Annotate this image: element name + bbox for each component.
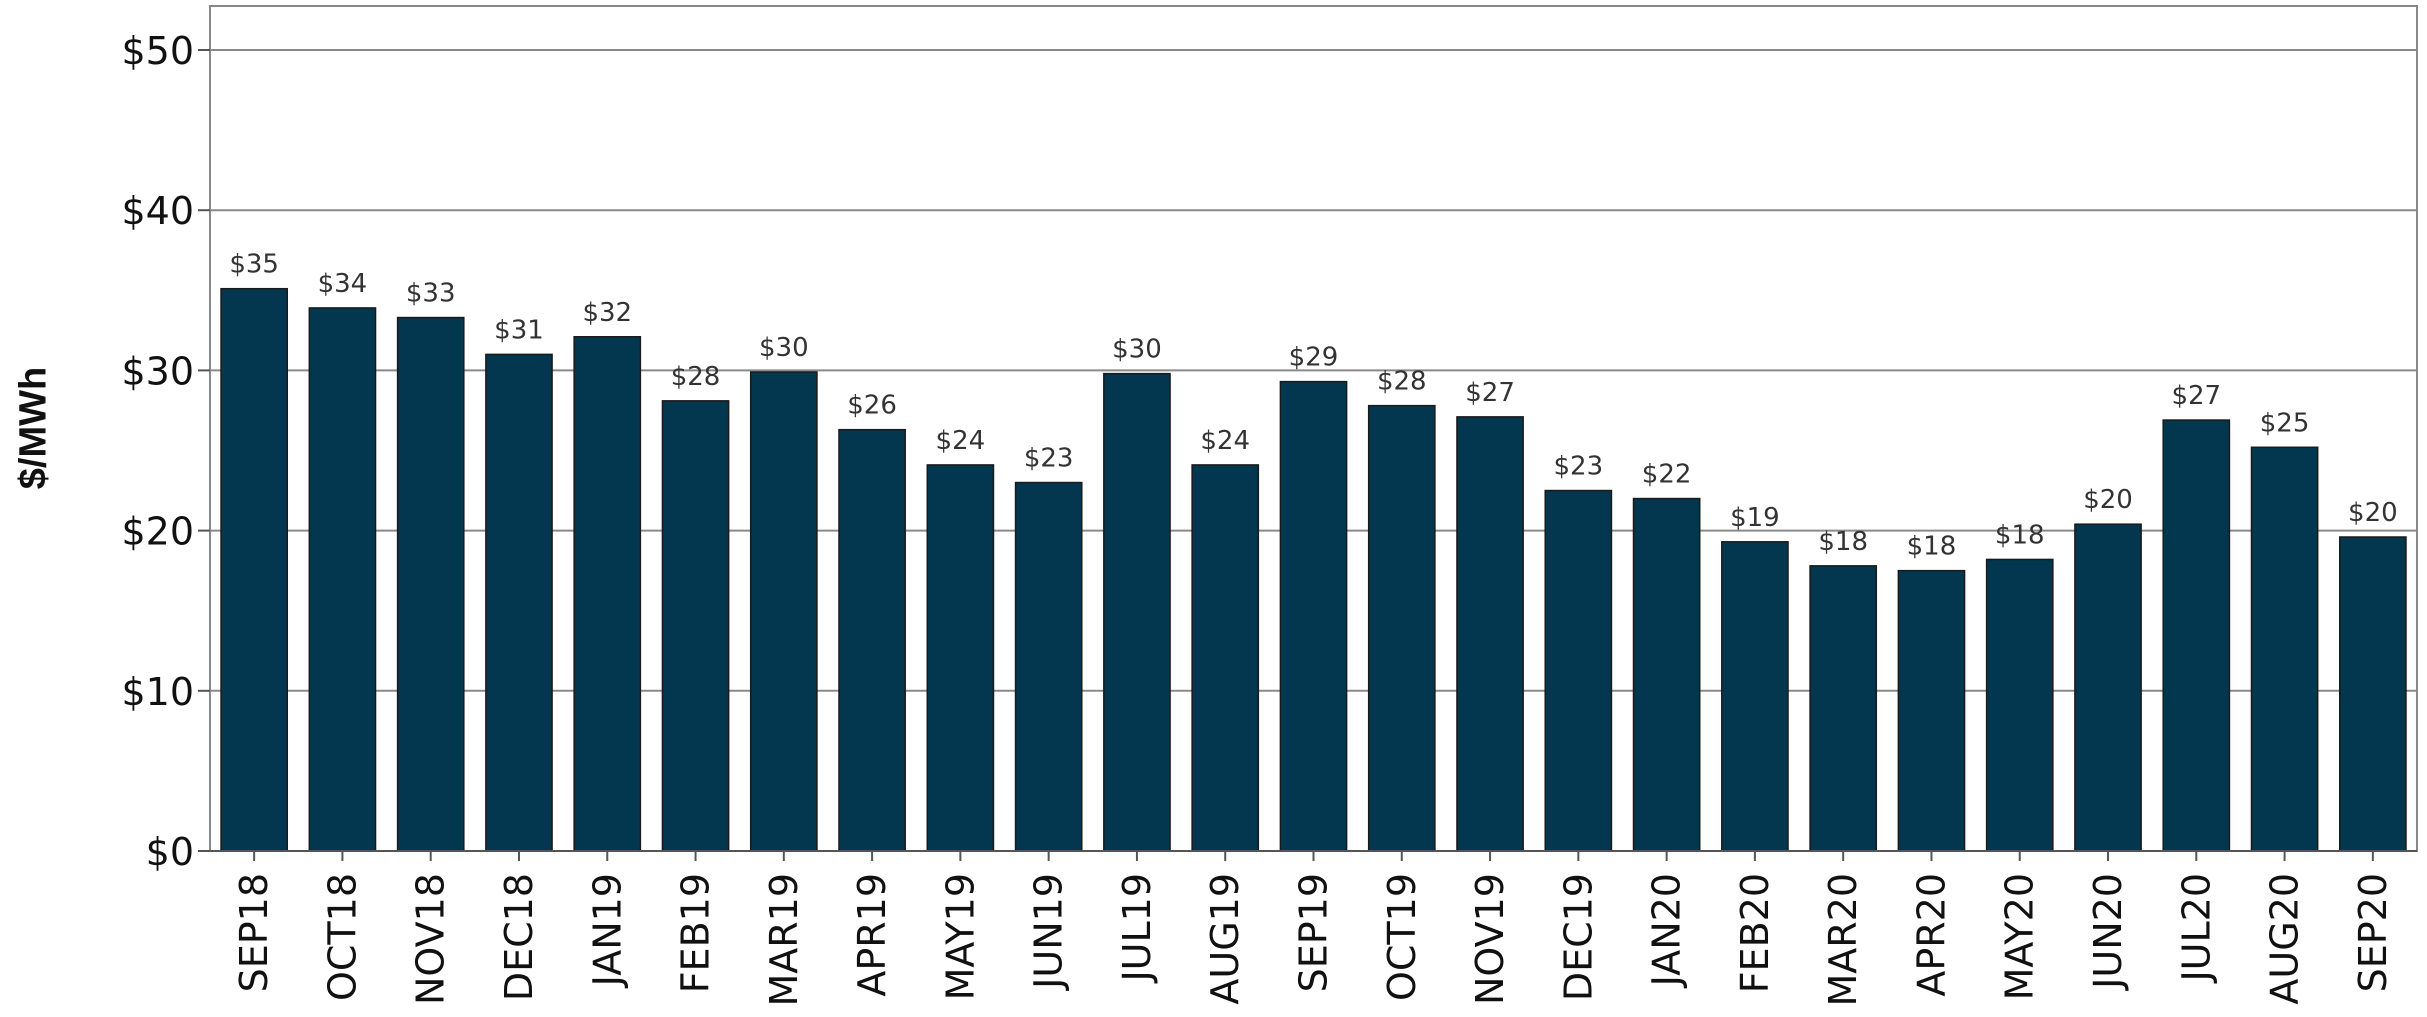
bar — [1367, 404, 1436, 852]
bar-value-label: $20 — [2348, 498, 2398, 528]
bar — [1721, 541, 1789, 852]
bar-value-label: $18 — [1818, 527, 1868, 557]
x-tick-label: OCT18 — [320, 873, 364, 1001]
bar — [1897, 569, 1966, 852]
x-tick-label: AUG19 — [1203, 873, 1247, 1005]
bar-value-label: $26 — [847, 391, 897, 421]
bar — [396, 316, 465, 852]
bar-value-label: $30 — [759, 333, 809, 363]
x-tick-label: DEC19 — [1556, 873, 1600, 1001]
x-tick-label: FEB20 — [1733, 873, 1777, 993]
bar — [2339, 536, 2407, 852]
bar — [661, 400, 730, 852]
y-tick-label: $20 — [121, 510, 194, 554]
x-tick-label: MAY20 — [1998, 873, 2042, 1000]
bar-value-label: $33 — [406, 279, 456, 309]
bar — [1632, 497, 1701, 852]
bar-value-label: $23 — [1024, 444, 1074, 474]
x-tick-label: SEP19 — [1292, 873, 1336, 992]
bar-value-label: $27 — [2171, 381, 2221, 411]
bar-value-label: $28 — [671, 362, 721, 392]
bar — [926, 464, 995, 852]
bar — [1103, 372, 1171, 852]
x-tick-label: NOV19 — [1468, 873, 1512, 1005]
bar-value-label: $28 — [1377, 367, 1427, 397]
bar — [1985, 558, 2054, 852]
x-tick-label: JUL19 — [1115, 873, 1159, 984]
bar-value-label: $18 — [1907, 532, 1957, 562]
bar — [2162, 419, 2231, 852]
bar — [1191, 464, 1260, 852]
bar — [485, 353, 553, 852]
bar-value-label: $29 — [1289, 343, 1339, 373]
y-tick-label: $30 — [121, 349, 194, 393]
data-labels: $35 $34 $33 $31 $32 $28 $30 $26 $24 $23 $30 $24 $29 $… — [229, 250, 2397, 562]
bar-value-label: $20 — [2083, 485, 2133, 515]
x-tick-label: APR19 — [850, 873, 894, 997]
x-tick-label: DEC18 — [497, 873, 541, 1001]
bar-value-label: $18 — [1995, 520, 2045, 550]
y-axis-ticks: $0 $10 $20 $30 $40 $50 — [121, 29, 210, 874]
bar — [1279, 380, 1348, 852]
bar-value-label: $35 — [229, 250, 279, 280]
x-tick-label: JUN19 — [1027, 873, 1071, 991]
bar-value-label: $24 — [1200, 426, 1250, 456]
bar — [749, 371, 818, 852]
y-tick-label: $40 — [121, 189, 194, 233]
x-tick-label: JAN19 — [585, 873, 629, 988]
y-tick-label: $50 — [121, 29, 194, 73]
x-tick-label: JUN20 — [2086, 873, 2130, 991]
bar — [220, 287, 288, 852]
x-tick-label: SEP20 — [2351, 873, 2395, 992]
bar — [1014, 481, 1083, 852]
bar-value-label: $25 — [2260, 408, 2310, 438]
bar-value-label: $19 — [1730, 503, 1780, 533]
bars — [220, 287, 2407, 852]
bar — [2074, 523, 2142, 852]
bar-value-label: $22 — [1642, 460, 1692, 490]
x-tick-label: APR20 — [1909, 873, 1953, 997]
bar — [2250, 446, 2319, 852]
bar-value-label: $27 — [1465, 378, 1515, 408]
bar-value-label: $34 — [318, 269, 368, 299]
bar — [1809, 565, 1878, 852]
x-tick-label: JAN20 — [1645, 873, 1689, 988]
x-tick-label: MAY19 — [938, 873, 982, 1000]
bar-value-label: $24 — [936, 426, 986, 456]
y-axis-title: $/MWh — [12, 366, 55, 490]
bar — [308, 307, 377, 852]
x-tick-label: MAR20 — [1821, 873, 1865, 1007]
bar-value-label: $32 — [582, 298, 632, 328]
y-tick-label: $10 — [121, 670, 194, 714]
x-tick-label: MAR19 — [762, 873, 806, 1007]
bar-value-label: $31 — [494, 315, 544, 345]
x-tick-label: AUG20 — [2263, 873, 2307, 1005]
y-tick-label: $0 — [146, 830, 194, 874]
x-tick-label: JUL20 — [2174, 873, 2218, 984]
x-axis-ticks: SEP18 OCT18 NOV18 DEC18 JAN19 FEB19 MAR19 APR19… — [232, 851, 2395, 1007]
bar — [573, 336, 642, 852]
x-tick-label: OCT19 — [1380, 873, 1424, 1001]
x-tick-label: NOV18 — [409, 873, 453, 1005]
bar-value-label: $30 — [1112, 335, 1162, 365]
x-tick-label: FEB19 — [674, 873, 718, 993]
bar — [838, 428, 906, 852]
bar — [1456, 416, 1524, 852]
x-tick-label: SEP18 — [232, 873, 276, 992]
bar-value-label: $23 — [1554, 452, 1604, 482]
bar — [1544, 489, 1613, 852]
